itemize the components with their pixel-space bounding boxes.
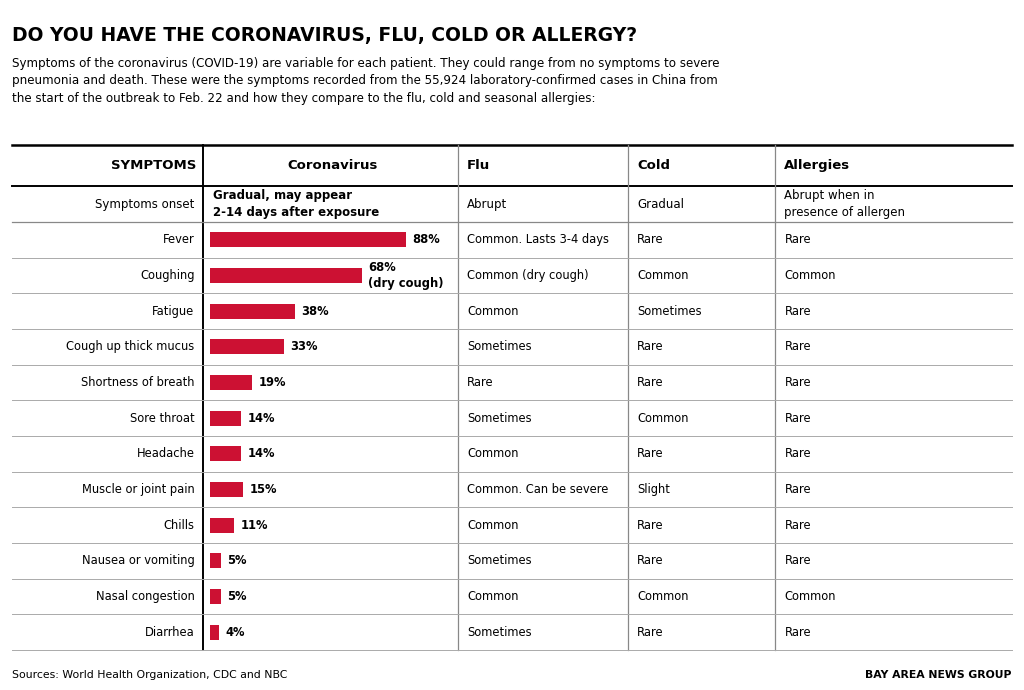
Text: Rare: Rare (784, 340, 811, 353)
Text: Rare: Rare (784, 376, 811, 389)
Text: Common: Common (637, 412, 688, 424)
Text: Rare: Rare (637, 519, 664, 531)
Text: Sometimes: Sometimes (467, 626, 531, 639)
Text: Common: Common (637, 590, 688, 603)
Text: Chills: Chills (164, 519, 195, 531)
Text: Rare: Rare (637, 626, 664, 639)
Text: Fatigue: Fatigue (153, 305, 195, 317)
Text: Fever: Fever (163, 233, 195, 246)
Text: BAY AREA NEWS GROUP: BAY AREA NEWS GROUP (865, 670, 1012, 680)
Text: Allergies: Allergies (784, 159, 851, 172)
Bar (210, 304, 295, 319)
Text: Nausea or vomiting: Nausea or vomiting (82, 554, 195, 567)
Text: Sometimes: Sometimes (467, 340, 531, 353)
Bar (210, 482, 244, 497)
Bar (210, 339, 284, 354)
Text: Rare: Rare (784, 447, 811, 460)
Text: Coronavirus: Coronavirus (287, 159, 378, 172)
Text: Gradual: Gradual (637, 197, 684, 210)
Text: Rare: Rare (784, 554, 811, 567)
Text: Common. Lasts 3-4 days: Common. Lasts 3-4 days (467, 233, 609, 246)
Text: Rare: Rare (637, 233, 664, 246)
Text: Rare: Rare (784, 483, 811, 496)
Text: Coughing: Coughing (140, 269, 195, 282)
Text: Headache: Headache (136, 447, 195, 460)
Text: Rare: Rare (784, 412, 811, 424)
Text: Rare: Rare (637, 554, 664, 567)
Text: Gradual, may appear
2-14 days after exposure: Gradual, may appear 2-14 days after expo… (213, 189, 379, 219)
Text: Common: Common (784, 269, 836, 282)
Text: Common: Common (637, 269, 688, 282)
Bar (210, 589, 221, 604)
Text: Common: Common (467, 590, 518, 603)
Text: Symptoms of the coronavirus (COVID-19) are variable for each patient. They could: Symptoms of the coronavirus (COVID-19) a… (12, 57, 720, 105)
Text: Rare: Rare (784, 233, 811, 246)
Text: Sore throat: Sore throat (130, 412, 195, 424)
Text: Sometimes: Sometimes (467, 554, 531, 567)
Text: 15%: 15% (250, 483, 278, 496)
Text: Slight: Slight (637, 483, 670, 496)
Text: Rare: Rare (784, 519, 811, 531)
Text: Cold: Cold (637, 159, 670, 172)
Text: Common: Common (467, 305, 518, 317)
Bar (210, 553, 221, 569)
Text: Abrupt: Abrupt (467, 197, 507, 210)
Text: Sometimes: Sometimes (637, 305, 701, 317)
Text: Rare: Rare (784, 626, 811, 639)
Text: Common: Common (467, 519, 518, 531)
Text: 33%: 33% (290, 340, 317, 353)
Text: 88%: 88% (413, 233, 440, 246)
Text: Sources: World Health Organization, CDC and NBC: Sources: World Health Organization, CDC … (12, 670, 288, 680)
Text: 5%: 5% (227, 590, 247, 603)
Text: 38%: 38% (301, 305, 329, 317)
Text: Muscle or joint pain: Muscle or joint pain (82, 483, 195, 496)
Text: Sometimes: Sometimes (467, 412, 531, 424)
Text: 14%: 14% (248, 412, 274, 424)
Text: Rare: Rare (637, 447, 664, 460)
Text: Common (dry cough): Common (dry cough) (467, 269, 589, 282)
Bar (210, 375, 252, 390)
Text: 11%: 11% (241, 519, 268, 531)
Text: DO YOU HAVE THE CORONAVIRUS, FLU, COLD OR ALLERGY?: DO YOU HAVE THE CORONAVIRUS, FLU, COLD O… (12, 26, 637, 45)
Text: Rare: Rare (637, 376, 664, 389)
Text: Symptoms onset: Symptoms onset (95, 197, 195, 210)
Text: 19%: 19% (258, 376, 286, 389)
Text: Cough up thick mucus: Cough up thick mucus (67, 340, 195, 353)
Text: Flu: Flu (467, 159, 490, 172)
Text: Diarrhea: Diarrhea (144, 626, 195, 639)
Text: Abrupt when in
presence of allergen: Abrupt when in presence of allergen (784, 189, 905, 219)
Bar (210, 624, 219, 640)
Text: Nasal congestion: Nasal congestion (95, 590, 195, 603)
Text: 4%: 4% (225, 626, 245, 639)
Text: 14%: 14% (248, 447, 274, 460)
Text: 5%: 5% (227, 554, 247, 567)
Bar (210, 411, 242, 426)
Text: Rare: Rare (637, 340, 664, 353)
Bar (210, 268, 361, 283)
Text: SYMPTOMS: SYMPTOMS (112, 159, 197, 172)
Text: Shortness of breath: Shortness of breath (81, 376, 195, 389)
Text: Rare: Rare (784, 305, 811, 317)
Text: Common: Common (467, 447, 518, 460)
Text: Rare: Rare (467, 376, 494, 389)
Text: Common. Can be severe: Common. Can be severe (467, 483, 608, 496)
Text: 68%
(dry cough): 68% (dry cough) (368, 261, 443, 290)
Bar (210, 518, 234, 533)
Bar (210, 446, 242, 462)
Bar (210, 233, 407, 247)
Text: Common: Common (784, 590, 836, 603)
